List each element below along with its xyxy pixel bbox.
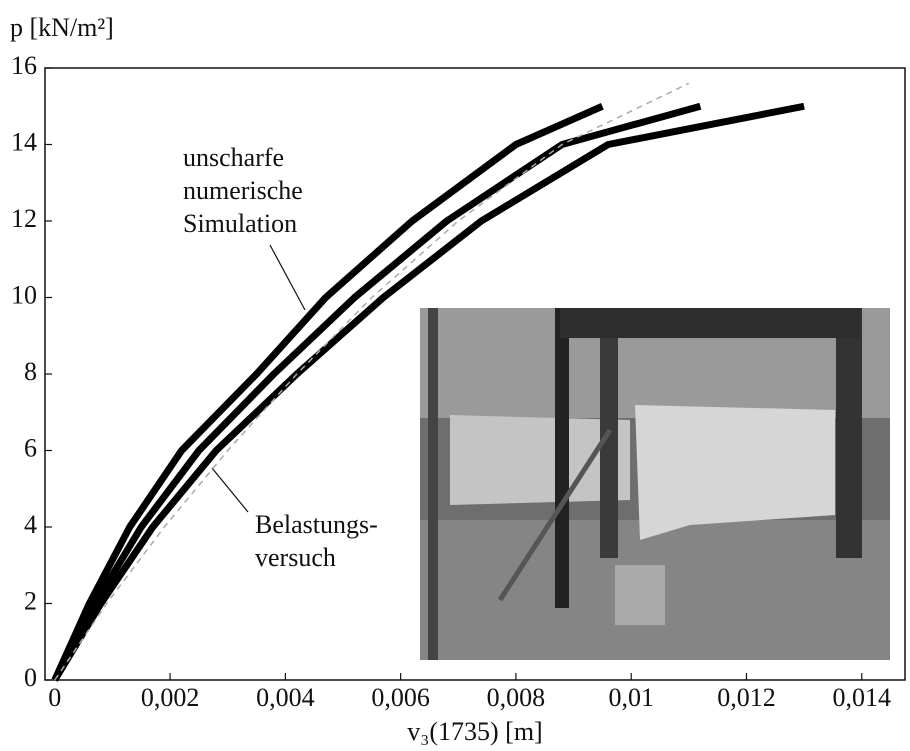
x-tick-label: 0,012 bbox=[717, 683, 776, 712]
series-line bbox=[51, 103, 604, 682]
annotation: versuch bbox=[255, 543, 336, 572]
x-tick-label: 0,004 bbox=[256, 683, 315, 712]
y-tick-label: 14 bbox=[11, 127, 37, 156]
y-tick-label: 16 bbox=[11, 51, 37, 80]
annotation: unscharfe bbox=[183, 143, 284, 172]
annotation: Simulation bbox=[183, 209, 297, 238]
y-tick-label: 4 bbox=[24, 510, 37, 539]
y-tick-label: 10 bbox=[11, 280, 37, 309]
annotation: numerische bbox=[183, 176, 303, 205]
x-tick-label: 0,014 bbox=[833, 683, 892, 712]
inset-photo bbox=[420, 308, 890, 660]
y-axis-label: p [kN/m²] bbox=[10, 13, 114, 42]
annotation: Belastungs- bbox=[255, 510, 378, 539]
y-tick-label: 0 bbox=[24, 663, 37, 692]
x-tick-label: 0,002 bbox=[141, 683, 200, 712]
x-tick-label: 0,008 bbox=[487, 683, 546, 712]
y-tick-label: 8 bbox=[24, 357, 37, 386]
x-tick-label: 0,01 bbox=[608, 683, 654, 712]
y-tick-label: 12 bbox=[11, 204, 37, 233]
x-tick-label: 0,006 bbox=[371, 683, 430, 712]
leader-line bbox=[269, 244, 306, 311]
x-tick-label: 0 bbox=[48, 683, 61, 712]
y-tick-label: 6 bbox=[24, 433, 37, 462]
x-axis-label: v₃(1735) [m] bbox=[407, 717, 542, 746]
leader-line bbox=[211, 467, 249, 513]
series-line bbox=[51, 102, 702, 682]
series-line bbox=[54, 82, 690, 681]
y-tick-label: 2 bbox=[24, 586, 37, 615]
